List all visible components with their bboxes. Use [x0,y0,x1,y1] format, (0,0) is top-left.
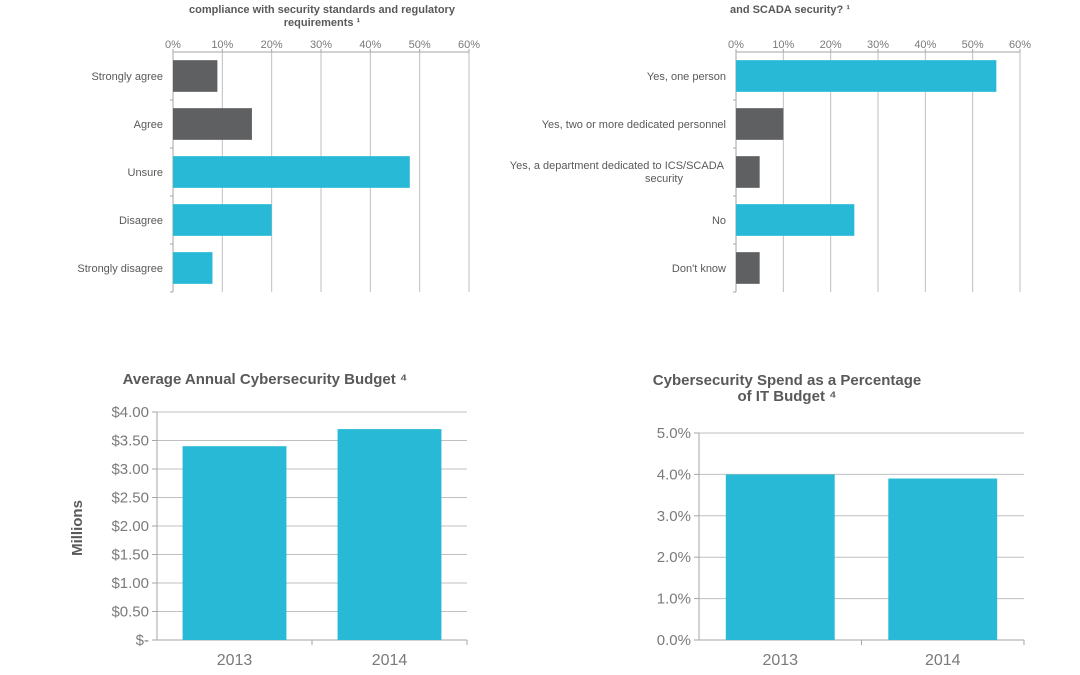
category-label: Yes, one person [647,71,726,83]
chart-title: compliance with security standards and r… [189,4,456,16]
y-tick-label: $1.00 [111,575,149,592]
y-tick-label: $3.50 [111,433,149,450]
category-label: Agree [134,119,163,131]
y-tick-label: $- [136,632,149,649]
y-tick-label: $0.50 [111,604,149,621]
x-tick-label: 20% [820,39,842,51]
chart-title: requirements ¹ [284,17,361,29]
bar [173,204,272,236]
bar [173,108,252,140]
bar [736,156,760,188]
bar [173,156,410,188]
x-tick-label: 40% [359,39,381,51]
x-tick-label: 2014 [925,652,961,669]
x-tick-label: 10% [211,39,233,51]
y-tick-label: $4.00 [111,404,149,421]
chart-title: and SCADA security? ¹ [730,4,850,16]
x-tick-label: 0% [165,39,181,51]
chart-title: of IT Budget ⁴ [737,388,836,405]
chart-title: Cybersecurity Spend as a Percentage [653,372,921,389]
y-tick-label: 0.0% [657,632,691,649]
category-label: Disagree [119,215,163,227]
y-tick-label: $3.00 [111,461,149,478]
x-tick-label: 2014 [372,652,408,669]
category-label: Strongly agree [91,71,163,83]
category-label: Strongly disagree [77,263,163,275]
bar [888,478,998,640]
category-label-line: Yes, a department dedicated to ICS/SCADA [510,160,725,172]
x-tick-label: 50% [962,39,984,51]
y-axis-label: Millions [69,500,86,556]
x-tick-label: 60% [458,39,480,51]
bar [173,60,218,92]
bar [736,108,784,140]
chart-1: compliance with security standards and r… [77,4,480,293]
x-tick-label: 0% [728,39,744,51]
category-label-line: security [645,173,683,185]
bar [736,60,997,92]
bar [182,446,287,640]
chart-3: Average Annual Cybersecurity Budget ⁴ $- $… [69,371,468,669]
x-tick-label: 40% [914,39,936,51]
x-tick-label: 10% [772,39,794,51]
x-tick-label: 30% [310,39,332,51]
category-label: Yes, two or more dedicated personnel [542,119,726,131]
category-label: Unsure [128,167,163,179]
bar [173,252,213,284]
category-label: Yes, a department dedicated to ICS/SCADA… [510,160,725,185]
x-tick-label: 2013 [762,652,798,669]
y-tick-label: $1.50 [111,547,149,564]
bar [725,474,835,640]
y-tick-label: 3.0% [657,508,691,525]
x-tick-label: 2013 [217,652,253,669]
y-tick-label: 1.0% [657,591,691,608]
y-tick-label: $2.00 [111,518,149,535]
y-tick-label: 2.0% [657,549,691,566]
x-tick-label: 50% [409,39,431,51]
x-tick-label: 20% [261,39,283,51]
bar [736,204,855,236]
y-tick-label: 4.0% [657,466,691,483]
y-tick-label: $2.50 [111,490,149,507]
x-tick-label: 30% [867,39,889,51]
bar [337,429,442,640]
category-label: No [712,215,726,227]
bar [736,252,760,284]
y-tick-label: 5.0% [657,425,691,442]
chart-title: Average Annual Cybersecurity Budget ⁴ [123,371,408,388]
x-tick-label: 60% [1009,39,1031,51]
category-label: Don't know [672,263,726,275]
chart-2: and SCADA security? ¹ 0% 10% 20% 30% 40% 50% 60… [510,4,1031,293]
